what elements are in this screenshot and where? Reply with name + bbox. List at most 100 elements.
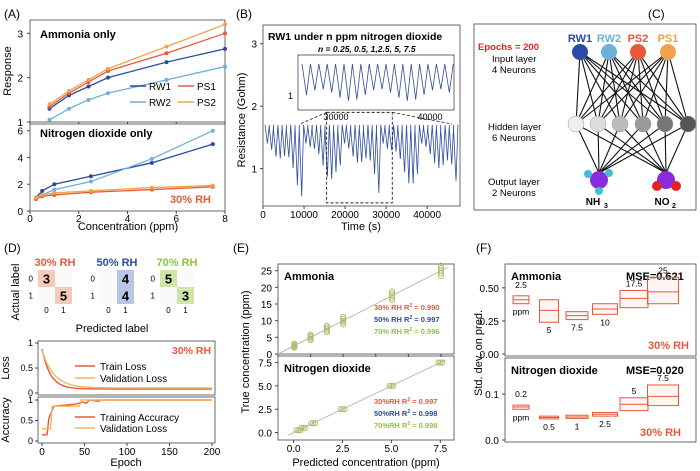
f-top-box-label: 7.5 xyxy=(571,323,583,333)
c-connection xyxy=(597,51,610,125)
c-connection xyxy=(579,51,644,125)
a-bottom-point-ps2 xyxy=(149,185,154,190)
d-cm-title: 30% RH xyxy=(35,257,76,269)
a-top-point-ps2 xyxy=(106,66,110,71)
panel-b: RW1 under n ppm nitrogen dioxide n = 0.2… xyxy=(236,24,461,233)
c-input-label-rw1: RW1 xyxy=(568,33,592,45)
a-top-line-ps1 xyxy=(49,32,226,108)
legend-rw1: RW1 xyxy=(149,82,171,93)
c-connection xyxy=(608,51,644,125)
panel-e: Ammonia Nitrogen dioxide True concentrat… xyxy=(240,262,455,469)
f-bottom-box-label: 0.5 xyxy=(543,422,555,432)
a-bottom-point-ps2 xyxy=(52,190,57,195)
legend-train-acc: Training Accuracy xyxy=(100,413,179,424)
e-bottom-point xyxy=(386,382,393,389)
c-hidden-node xyxy=(634,115,652,133)
c-hidden-layer: Hidden layer xyxy=(488,122,541,133)
a-top-line-rw2 xyxy=(49,65,226,121)
d-train-loss-line xyxy=(41,348,212,390)
a-top-ytick-label: 1 xyxy=(17,118,23,129)
b-inset-ytick-label: 1 xyxy=(288,91,293,101)
c-connection xyxy=(598,123,621,174)
d-predicted-label: Predicted label xyxy=(76,323,149,335)
e-bottom-xtick-label: 7.5 xyxy=(433,444,447,455)
e-top-title: Ammonia xyxy=(284,271,335,283)
legend-ps2: PS2 xyxy=(197,98,216,109)
a-bottom-point-rw2 xyxy=(52,187,57,192)
legend-train-loss: Train Loss xyxy=(100,362,146,373)
c-connection xyxy=(642,51,669,125)
d-cm-row-tick: 0 xyxy=(29,275,34,284)
e-top-point xyxy=(340,313,347,320)
d-cm-col-tick: 1 xyxy=(61,306,66,315)
c-epochs: Epochs = 200 xyxy=(478,42,539,53)
a-top-point-rw1 xyxy=(86,84,91,89)
c-output-sub-nh3: 3 xyxy=(604,203,608,210)
c-input-node-ps2 xyxy=(630,44,646,60)
e-top-ytick-label: 0 xyxy=(266,350,272,361)
panel-label-b: (B) xyxy=(236,7,252,21)
a-top-line-rw1 xyxy=(49,48,226,110)
c-connection xyxy=(665,123,689,174)
d-cm-col-tick: 1 xyxy=(123,306,128,315)
d-cm-title: 70% RH xyxy=(157,257,198,269)
f-top-ytick-label: 0.50 xyxy=(480,284,500,295)
e-top-point xyxy=(340,315,347,322)
c-input-node-rw2 xyxy=(601,44,617,60)
d-cm-value: 4 xyxy=(122,289,130,304)
d-cm-value: 5 xyxy=(165,272,172,287)
c-connection xyxy=(579,51,599,125)
f-top-ytick-label: 0.00 xyxy=(480,350,500,361)
d-cm-cell xyxy=(117,270,134,287)
d-acc-ytick-label: 0 xyxy=(28,436,33,446)
b-ylabel: Resistance (Gohm) xyxy=(236,73,248,168)
c-connection xyxy=(637,51,644,125)
a-xtick-label: 2 xyxy=(76,214,82,225)
e-top-ytick-label: 25 xyxy=(261,267,273,278)
f-top-box-label: 5 xyxy=(547,325,552,335)
e-bottom-xtick-label: 0.0 xyxy=(287,444,301,455)
e-top-ytick-label: 5 xyxy=(266,333,272,344)
d-cm-row-tick: 1 xyxy=(91,292,96,301)
d-train-acc-line xyxy=(42,399,212,436)
e-bottom-r2-label: 30%RH R2 = 0.997 xyxy=(374,397,437,406)
e-top-ytick-label: 10 xyxy=(261,317,273,328)
e-bottom-point xyxy=(388,382,395,389)
e-bottom-ytick-label: 7.5 xyxy=(258,359,272,370)
a-bottom-point-rw2 xyxy=(210,128,215,133)
c-connection xyxy=(598,123,666,174)
c-connection xyxy=(608,51,666,125)
f-top-ytick-label: 0.25 xyxy=(480,317,500,328)
d-cm-row-tick: 1 xyxy=(151,292,156,301)
d-cm-col-tick: 1 xyxy=(183,306,188,315)
legend-ps1: PS1 xyxy=(197,82,216,93)
f-top-rh: 30% RH xyxy=(648,340,689,352)
a-top-point-ps1 xyxy=(164,51,169,56)
c-connection xyxy=(597,51,639,125)
a-rh-label: 30% RH xyxy=(170,194,211,206)
f-bottom-mse: MSE=0.020 xyxy=(626,365,684,377)
e-bottom-ytick-label: 0.0 xyxy=(258,429,272,440)
e-top-ytick-label: 15 xyxy=(261,300,273,311)
a-bottom-title: Nitrogen dioxide only xyxy=(40,128,153,140)
f-bottom-box xyxy=(647,384,679,407)
d-cm-cell xyxy=(38,270,55,287)
e-top-point xyxy=(389,294,396,301)
b-zoom-region xyxy=(326,111,393,204)
d-xlabel: Epoch xyxy=(110,457,141,469)
panel-label-f: (F) xyxy=(476,241,491,255)
d-xtick-label: 200 xyxy=(204,447,221,458)
d-cm-cell xyxy=(160,270,177,287)
a-top-title: Ammonia only xyxy=(40,29,117,41)
b-resistance-trace xyxy=(264,124,459,197)
d-loss-ytick-label: 0.5 xyxy=(20,363,33,373)
e-bottom-ytick-label: 2.5 xyxy=(258,405,272,416)
e-bottom-r2-label: 50%RH R2 = 0.998 xyxy=(374,409,437,418)
c-output-label-nh3: NH xyxy=(586,197,600,208)
a-bottom-point-rw1 xyxy=(88,174,93,179)
legend-val-loss2: Validation Loss xyxy=(100,424,167,435)
e-bottom-point xyxy=(293,427,300,434)
d-cm-cell xyxy=(100,270,117,287)
b-inset-xtick-label: 40000 xyxy=(417,112,442,122)
